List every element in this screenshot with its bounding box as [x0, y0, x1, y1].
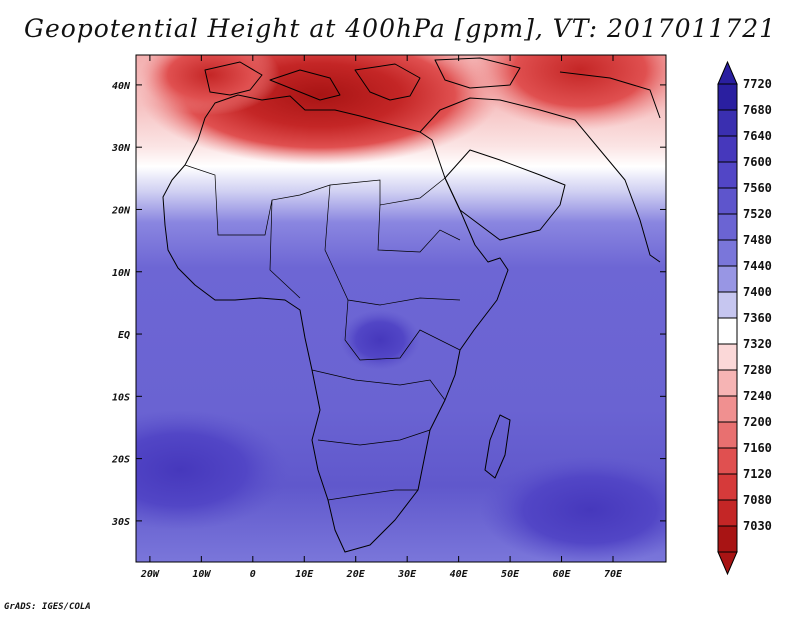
colorbar-swatch — [717, 265, 738, 293]
colorbar-swatch — [717, 213, 738, 241]
lon-tick-label: 10W — [192, 569, 211, 580]
plot-frame — [135, 54, 667, 563]
lat-tick-label: 20S — [111, 455, 130, 466]
colorbar-swatch — [717, 83, 738, 111]
colorbar-label: 7400 — [743, 285, 772, 299]
lon-tick-label: 30E — [397, 569, 417, 580]
colorbar-swatch — [717, 395, 738, 423]
lat-tick-label: 30N — [111, 143, 131, 154]
map-title: Geopotential Height at 400hPa [gpm], VT:… — [23, 14, 777, 43]
height-field — [136, 55, 666, 562]
colorbar-swatch — [717, 187, 738, 215]
colorbar-label: 7240 — [743, 389, 772, 403]
colorbar-swatch — [717, 499, 738, 527]
lat-tick-label: 10N — [112, 268, 131, 279]
colorbar: 7720 7680 7640 7600 7560 7520 7480 7440 7400 7360… — [717, 60, 772, 576]
colorbar-swatch — [717, 291, 738, 319]
colorbar-label: 7440 — [743, 259, 772, 273]
colorbar-swatch — [717, 109, 738, 137]
lat-tick-label: EQ — [118, 330, 130, 341]
lon-tick-label: 60E — [553, 569, 572, 580]
colorbar-label: 7030 — [743, 519, 772, 533]
colorbar-swatch — [717, 369, 738, 397]
lon-tick-label: 70E — [604, 569, 623, 580]
colorbar-label: 7480 — [743, 233, 772, 247]
lon-tick-label: 20W — [140, 569, 160, 580]
colorbar-swatch — [717, 343, 738, 371]
colorbar-swatch — [717, 525, 738, 553]
colorbar-swatch — [717, 161, 738, 189]
colorbar-label: 7120 — [743, 467, 772, 481]
lon-tick-label: 40E — [450, 569, 469, 580]
colorbar-swatch — [717, 239, 738, 267]
credit-text: GrADS: IGES/COLA — [4, 602, 91, 612]
lon-tick-label: 20E — [346, 569, 366, 580]
lon-tick-label: 50E — [501, 569, 520, 580]
colorbar-label: 7640 — [743, 129, 772, 143]
colorbar-swatch — [717, 421, 738, 449]
colorbar-label: 7360 — [743, 311, 772, 325]
colorbar-label: 7680 — [743, 103, 772, 117]
lat-tick-label: 30S — [111, 517, 130, 528]
colorbar-label: 7520 — [743, 207, 772, 221]
lon-tick-label: 0 — [250, 569, 256, 580]
colorbar-label: 7320 — [743, 337, 772, 351]
colorbar-label: 7720 — [743, 77, 772, 91]
colorbar-label: 7080 — [743, 493, 772, 507]
lat-tick-label: 10S — [112, 392, 130, 403]
colorbar-swatch — [717, 135, 738, 163]
axis-ticks: 40N 30N 20N 10N EQ 10S 20S 30S 20W 10W 0 10E 20E 30E 4… — [111, 55, 666, 580]
colorbar-label: 7280 — [743, 363, 772, 377]
colorbar-swatch — [717, 317, 738, 345]
colorbar-label: 7560 — [743, 181, 772, 195]
country-borders — [184, 164, 461, 501]
colorbar-label: 7160 — [743, 441, 772, 455]
colorbar-swatch — [717, 447, 738, 475]
colorbar-arrow-top — [717, 60, 738, 85]
colorbar-label: 7200 — [743, 415, 772, 429]
lat-tick-label: 40N — [112, 81, 131, 92]
lat-tick-label: 20N — [111, 205, 131, 216]
colorbar-label: 7600 — [743, 155, 772, 169]
lon-tick-label: 10E — [295, 569, 314, 580]
colorbar-arrow-bottom — [717, 551, 738, 576]
coastline-outlines — [162, 57, 661, 553]
colorbar-swatch — [717, 473, 738, 501]
